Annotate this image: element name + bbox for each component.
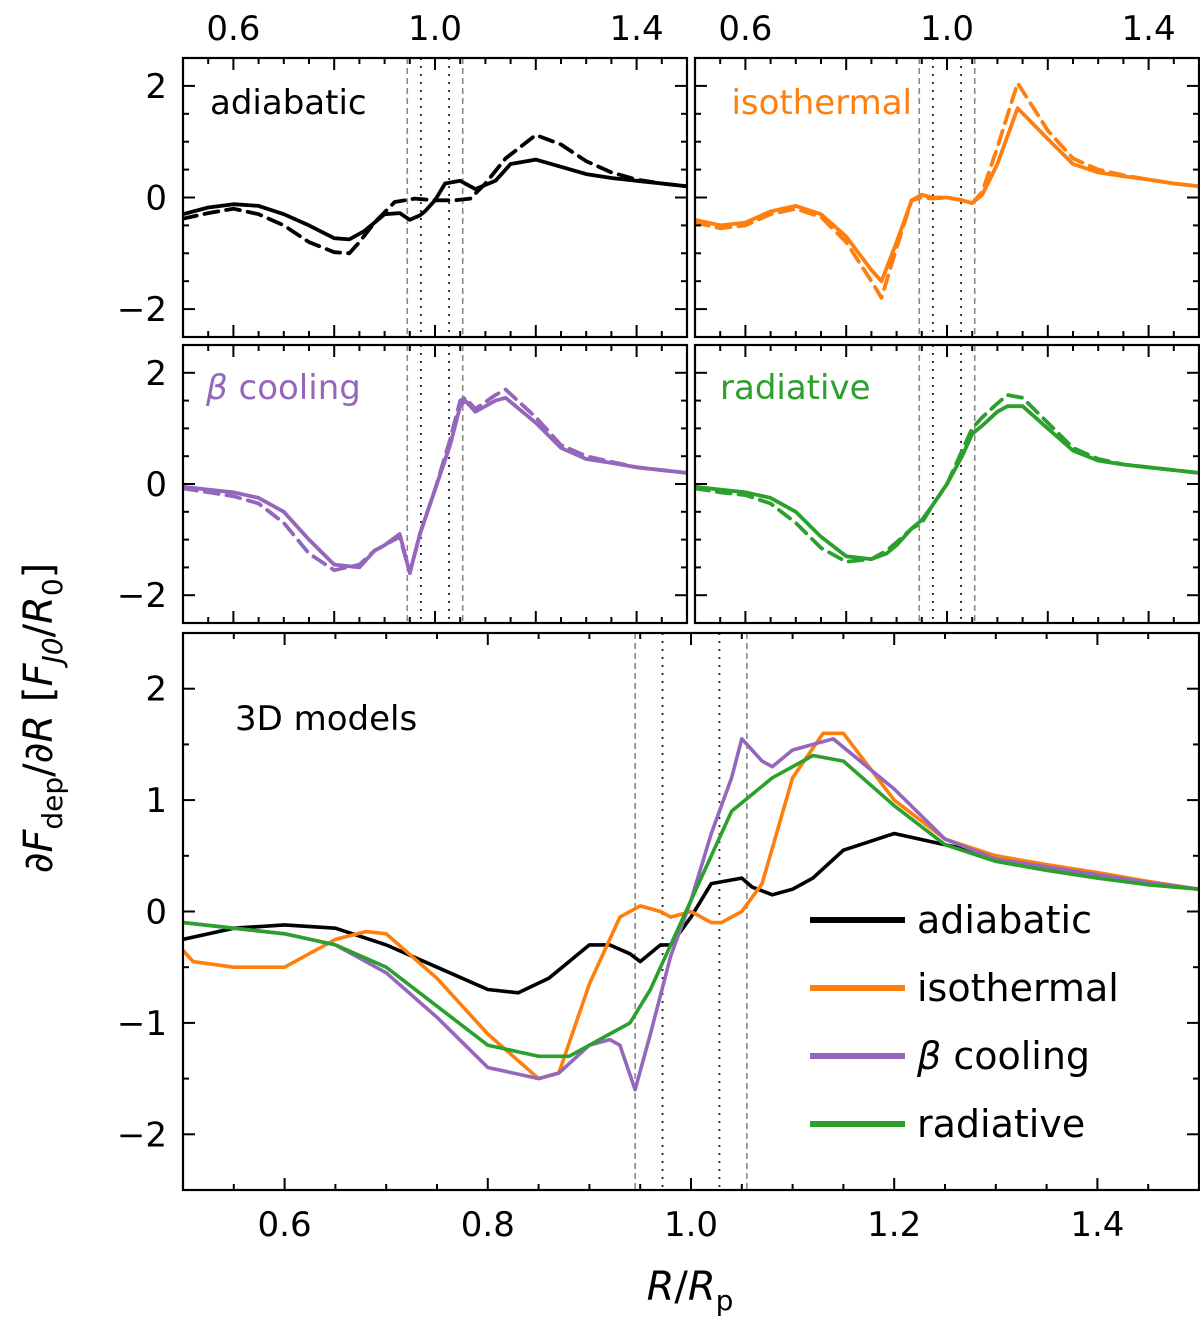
series-group	[695, 393, 1199, 564]
panel-isothermal: isothermal	[693, 56, 1200, 339]
y-tick-label: 1	[145, 781, 167, 821]
y-tick-label: 0	[145, 465, 167, 505]
y-tick-label: 2	[145, 670, 167, 710]
panel-beta-cooling: −202 β cooling	[117, 343, 689, 625]
legend-label: radiative	[917, 1102, 1085, 1146]
series-line-dashed	[695, 81, 1199, 300]
y-tick-label: 0	[145, 179, 167, 219]
panel-3d-models: −2 −1 0 1 2 0.6 0.8 1.0 1.2 1.4 3D models adiabatic…	[117, 631, 1200, 1245]
legend-label-symbol: β	[916, 1034, 941, 1078]
x-tick-label: 1.4	[1070, 1205, 1124, 1245]
x-tick-label: 0.8	[461, 1205, 515, 1245]
panel-adiabatic: −2 0 2 adiabatic	[117, 56, 689, 339]
panel-label: isothermal	[731, 83, 912, 123]
y-tick-label: −2	[117, 1115, 167, 1155]
legend-label-text: cooling	[941, 1034, 1090, 1078]
x-tick-label: 1.0	[664, 1205, 718, 1245]
panel-radiative: radiative	[693, 343, 1200, 625]
y-tick-label: −2	[117, 290, 167, 330]
series-group	[183, 387, 687, 575]
y-axis-label: ∂Fdep/∂R [FJ0/R0]	[16, 563, 69, 874]
x-axis-label: R/Rp	[647, 1264, 734, 1317]
y-tick-label: −1	[117, 1004, 167, 1044]
series-line-dashed	[183, 387, 687, 575]
x-tick-label: 0.6	[258, 1205, 312, 1245]
series-line-dashed	[183, 133, 687, 256]
panel-label: 3D models	[235, 699, 417, 739]
y-tick-label: 2	[145, 354, 167, 394]
top-x-tick-label: 1.4	[610, 9, 664, 49]
panel-label: β cooling	[205, 368, 361, 408]
series-group	[183, 133, 687, 256]
panel-label-symbol: β	[205, 368, 228, 408]
series-group	[183, 731, 1199, 1092]
y-tick-label: 0	[145, 893, 167, 933]
y-tick-label: 2	[145, 67, 167, 107]
x-tick-label: 1.2	[867, 1205, 921, 1245]
top-x-tick-label: 0.6	[206, 9, 260, 49]
panel-label: radiative	[720, 368, 871, 408]
panel-label-text: cooling	[228, 368, 361, 408]
series-line-dashed	[695, 393, 1199, 564]
series-line-solid	[183, 157, 687, 242]
legend-label: adiabatic	[917, 898, 1092, 942]
top-x-tick-label: 1.0	[408, 9, 462, 49]
top-x-tick-label: 1.0	[920, 9, 974, 49]
panel-label: adiabatic	[210, 83, 367, 123]
top-x-tick-label: 0.6	[718, 9, 772, 49]
y-tick-label: −2	[117, 576, 167, 616]
series-line-radiative	[183, 753, 1199, 1059]
top-x-tick-label: 1.4	[1122, 9, 1176, 49]
series-group	[695, 81, 1199, 300]
legend-label: β cooling	[916, 1034, 1090, 1078]
series-line-solid	[695, 106, 1199, 284]
top-shared-axis: 0.6 1.0 1.4 0.6 1.0 1.4	[206, 9, 1175, 49]
legend-label: isothermal	[917, 966, 1119, 1010]
